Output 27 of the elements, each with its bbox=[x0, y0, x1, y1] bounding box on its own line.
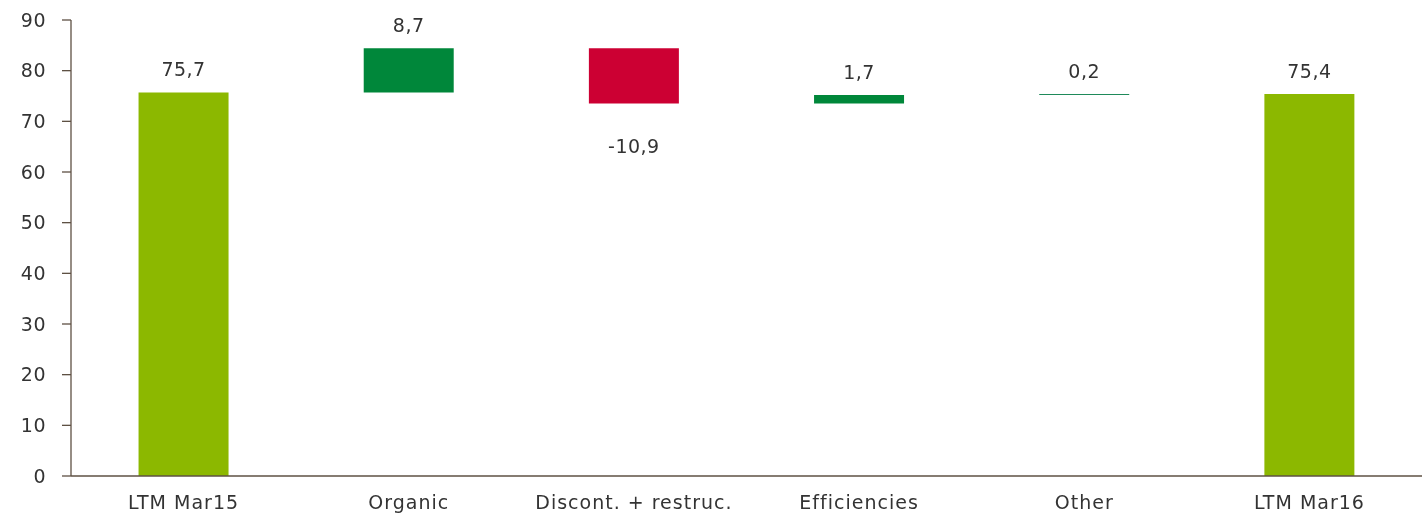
data-label: -10,9 bbox=[608, 134, 660, 157]
x-tick-label: Discont. + restruc. bbox=[535, 491, 733, 514]
data-label: 1,7 bbox=[843, 60, 875, 83]
bar bbox=[814, 94, 905, 104]
data-label: 75,4 bbox=[1287, 59, 1332, 82]
bar bbox=[363, 48, 454, 93]
data-label: 75,7 bbox=[161, 58, 206, 81]
y-tick-label: 60 bbox=[20, 160, 46, 183]
y-tick-label: 0 bbox=[33, 464, 46, 487]
bar bbox=[588, 48, 679, 104]
bar bbox=[1264, 93, 1355, 476]
x-tick-label: Other bbox=[1054, 491, 1114, 514]
y-tick-label: 80 bbox=[20, 59, 46, 82]
data-label: 0,2 bbox=[1068, 59, 1101, 82]
bar bbox=[138, 92, 229, 476]
y-tick-label: 20 bbox=[20, 363, 46, 386]
data-label: 8,7 bbox=[392, 14, 425, 37]
y-tick-label: 40 bbox=[20, 262, 46, 285]
x-tick-label: Efficiencies bbox=[799, 491, 919, 514]
y-tick-label: 90 bbox=[20, 8, 46, 31]
y-tick-label: 70 bbox=[20, 110, 46, 133]
y-tick-label: 50 bbox=[20, 211, 46, 234]
y-tick-label: 30 bbox=[20, 312, 46, 335]
x-tick-label: Organic bbox=[368, 491, 450, 514]
x-tick-label: LTM Mar15 bbox=[128, 491, 240, 514]
x-tick-label: LTM Mar16 bbox=[1253, 491, 1365, 514]
y-tick-label: 10 bbox=[20, 414, 46, 437]
